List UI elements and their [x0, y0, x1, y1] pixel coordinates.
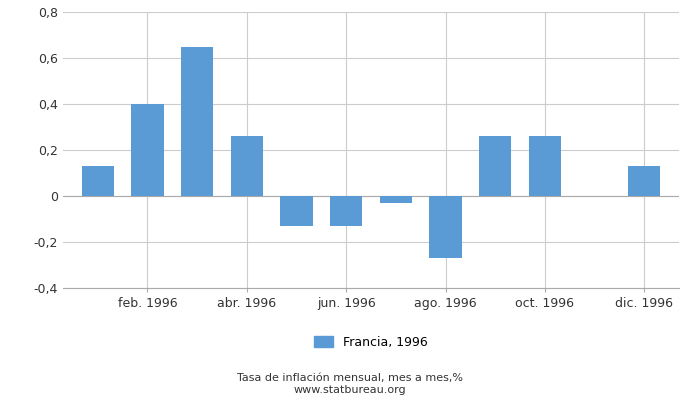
- Bar: [330, 196, 363, 226]
- Bar: [132, 104, 164, 196]
- Bar: [379, 196, 412, 203]
- Text: www.statbureau.org: www.statbureau.org: [294, 385, 406, 395]
- Bar: [231, 136, 263, 196]
- Bar: [280, 196, 313, 226]
- Bar: [181, 46, 214, 196]
- Bar: [528, 136, 561, 196]
- Legend: Francia, 1996: Francia, 1996: [314, 336, 428, 349]
- Bar: [628, 166, 660, 196]
- Bar: [429, 196, 462, 258]
- Bar: [479, 136, 511, 196]
- Text: Tasa de inflación mensual, mes a mes,%: Tasa de inflación mensual, mes a mes,%: [237, 373, 463, 383]
- Bar: [82, 166, 114, 196]
